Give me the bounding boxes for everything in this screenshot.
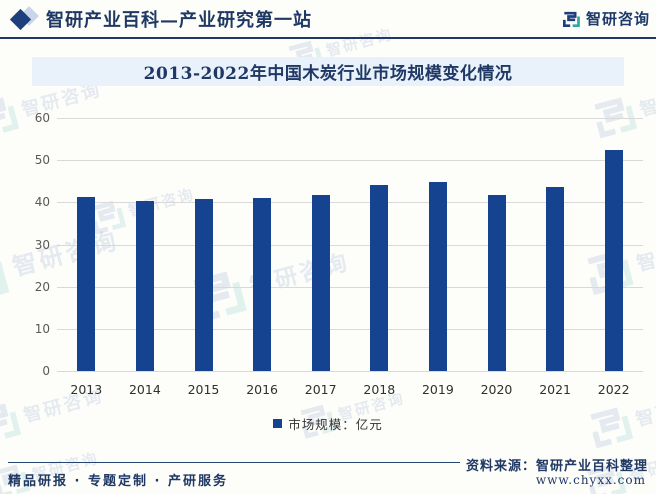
x-tick-label: 2013 [70, 382, 103, 397]
bar-2015 [194, 198, 213, 371]
brand-name: 智研咨询 [585, 10, 650, 28]
x-tick-label: 2017 [304, 382, 337, 397]
gridline [57, 244, 643, 246]
gridline [57, 160, 643, 162]
gridline [57, 118, 643, 119]
diamond-logo-icon [9, 5, 40, 33]
y-axis-labels: 0 10 20 30 40 50 60 [14, 111, 50, 378]
gridline [57, 328, 643, 330]
x-tick-label: 2022 [597, 382, 630, 397]
y-tick-label: 0 [42, 364, 50, 378]
x-tick-label: 2014 [128, 382, 161, 397]
bar-2013 [77, 197, 96, 371]
bar-2016 [253, 198, 272, 371]
zhiyan-logo-icon [562, 11, 580, 27]
bar-2020 [487, 194, 506, 371]
site-title: 智研产业百科—产业研究第一站 [46, 10, 312, 31]
legend-marker [273, 419, 283, 428]
x-tick-label: 2021 [539, 382, 571, 397]
y-tick-label: 60 [34, 111, 50, 125]
x-tick-label: 2018 [363, 382, 396, 397]
bar-2022 [604, 149, 623, 371]
header: 智研产业百科—产业研究第一站 智研咨询 [0, 0, 656, 39]
y-tick-label: 30 [34, 237, 50, 252]
footer-divider [8, 462, 460, 463]
gridline [57, 371, 643, 372]
x-tick-label: 2016 [246, 382, 278, 397]
chart-title-banner: 2013-2022年中国木炭行业市场规模变化情况 [32, 57, 624, 86]
x-tick-label: 2019 [421, 382, 454, 397]
y-tick-label: 40 [34, 195, 50, 210]
brand-logo: 智研咨询 [561, 8, 650, 29]
data-source: 资料来源：智研产业百科整理 [465, 459, 648, 474]
bar-2014 [135, 200, 154, 371]
y-tick-label: 20 [34, 279, 50, 294]
y-tick-label: 10 [34, 321, 50, 336]
bar-2017 [311, 194, 330, 371]
website-url: www.chyxx.com [535, 473, 646, 487]
plot-area [57, 118, 643, 372]
bar-2018 [370, 185, 389, 371]
bar-2021 [546, 187, 565, 371]
gridline [57, 202, 643, 204]
chart-title: 2013-2022年中国木炭行业市场规模变化情况 [143, 64, 513, 84]
header-divider [0, 37, 656, 39]
y-tick-label: 50 [34, 153, 50, 168]
gridline [57, 286, 643, 288]
x-axis-labels: 2013 2014 2015 2016 2017 2018 2019 2020 2021 2022 [57, 382, 643, 400]
services-tagline: 精品研报 · 专题定制 · 产研服务 [8, 474, 228, 489]
bar-2019 [428, 182, 447, 371]
legend: 市场规模：亿元 [0, 414, 656, 433]
x-tick-label: 2020 [480, 382, 513, 397]
legend-label: 市场规模：亿元 [288, 417, 383, 432]
x-tick-label: 2015 [187, 382, 220, 397]
